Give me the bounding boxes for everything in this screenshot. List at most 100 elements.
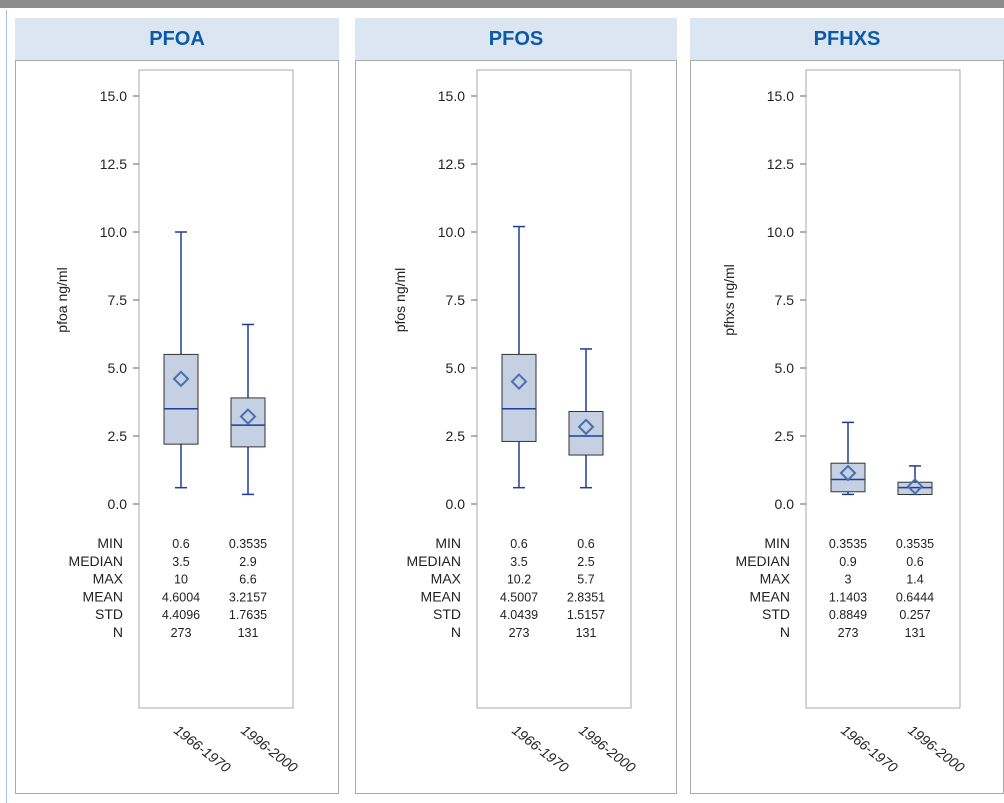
y-tick-label: 2.5 [446, 428, 466, 444]
y-tick-label: 0.0 [108, 496, 128, 512]
stats-value: 0.257 [899, 608, 930, 622]
stats-value: 1.7635 [229, 608, 267, 622]
iqr-box [830, 462, 866, 493]
y-tick-label: 12.5 [100, 156, 127, 172]
boxplot-pfoa: 0.0 2.5 5.0 7.5 10.0 12.5 15.0 pfoa ng/ml MIN 0.6… [54, 69, 301, 776]
x-tick-label: 1996-2000 [576, 722, 639, 776]
stats-value: 4.6004 [162, 590, 200, 604]
y-tick-label: 7.5 [108, 292, 128, 308]
stats-value: 2.5 [577, 555, 594, 569]
stats-value: 0.8849 [829, 608, 867, 622]
x-tick-label: 1966-1970 [509, 722, 572, 776]
stats-value: 0.6 [172, 537, 189, 551]
stats-value: 0.6 [906, 555, 923, 569]
window-top-bar [0, 0, 1004, 8]
mean-marker [510, 373, 528, 390]
y-tick-label: 5.0 [775, 360, 795, 376]
y-axis-label: pfoa ng/ml [54, 267, 70, 332]
y-tick-label: 0.0 [446, 496, 466, 512]
stats-row-label: STD [433, 606, 461, 622]
stats-value: 4.5007 [500, 590, 538, 604]
stats-row-label: MAX [431, 571, 462, 587]
stats-row-label: N [780, 624, 790, 640]
stats-row-label: N [113, 624, 123, 640]
y-tick-label: 5.0 [446, 360, 466, 376]
stats-value: 131 [905, 626, 926, 640]
stats-value: 1.4 [906, 573, 923, 587]
chart-frame [6, 10, 1003, 803]
stats-value: 4.0439 [500, 608, 538, 622]
plot-area [805, 69, 961, 709]
stats-value: 131 [576, 626, 597, 640]
y-tick-label: 10.0 [438, 224, 465, 240]
mean-marker [839, 464, 857, 482]
y-axis-label: pfos ng/ml [392, 268, 408, 333]
stats-value: 131 [238, 626, 259, 640]
stats-value: 10 [174, 573, 188, 587]
stats-row-label: MEDIAN [69, 553, 123, 569]
mean-marker [239, 408, 257, 425]
y-tick-label: 7.5 [775, 292, 795, 308]
mean-marker [906, 478, 924, 495]
x-tick-label: 1996-2000 [905, 722, 968, 776]
stats-value: 6.6 [239, 573, 256, 587]
stats-row-label: MIN [435, 535, 461, 551]
boxplot-pfos: 0.0 2.5 5.0 7.5 10.0 12.5 15.0 pfos ng/ml MIN 0.6… [392, 69, 639, 776]
stats-value: 3 [845, 573, 852, 587]
y-tick-label: 2.5 [108, 428, 128, 444]
stats-value: 10.2 [507, 573, 531, 587]
y-tick-label: 10.0 [767, 224, 794, 240]
stats-value: 4.4096 [162, 608, 200, 622]
stats-value: 273 [838, 626, 859, 640]
stats-row-label: MEAN [421, 588, 461, 604]
stats-value: 0.6 [577, 537, 594, 551]
panel-title: PFOS [355, 18, 677, 60]
stats-value: 5.7 [577, 573, 594, 587]
stats-value: 273 [171, 626, 192, 640]
mean-marker [577, 418, 595, 436]
stats-value: 0.6444 [896, 590, 934, 604]
stats-value: 0.6 [510, 537, 527, 551]
x-tick-label: 1966-1970 [171, 722, 234, 776]
stats-value: 1.1403 [829, 590, 867, 604]
x-tick-label: 1966-1970 [838, 722, 901, 776]
stats-value: 1.5157 [567, 608, 605, 622]
y-tick-label: 15.0 [767, 88, 794, 104]
stats-row-label: MAX [93, 571, 124, 587]
stats-value: 0.3535 [229, 537, 267, 551]
stats-row-label: MEAN [750, 588, 790, 604]
stats-value: 273 [509, 626, 530, 640]
y-tick-label: 12.5 [767, 156, 794, 172]
stats-value: 3.2157 [229, 590, 267, 604]
y-tick-label: 7.5 [446, 292, 466, 308]
iqr-box [501, 353, 537, 442]
stats-value: 0.9 [839, 555, 856, 569]
y-tick-label: 0.0 [775, 496, 795, 512]
y-tick-label: 15.0 [438, 88, 465, 104]
panel-border [15, 60, 339, 794]
stats-row-label: MAX [760, 571, 791, 587]
stats-row-label: MIN [97, 535, 123, 551]
y-tick-label: 12.5 [438, 156, 465, 172]
y-tick-label: 15.0 [100, 88, 127, 104]
stats-value: 2.9 [239, 555, 256, 569]
x-tick-label: 1996-2000 [238, 722, 301, 776]
plot-area [476, 69, 632, 709]
stats-row-label: MEDIAN [736, 553, 790, 569]
plot-area [138, 69, 294, 709]
stats-row-label: STD [762, 606, 790, 622]
panel-title: PFOA [15, 18, 339, 60]
stats-row-label: N [451, 624, 461, 640]
y-tick-label: 2.5 [775, 428, 795, 444]
panel-title: PFHXS [690, 18, 1004, 60]
stats-row-label: MEAN [83, 588, 123, 604]
y-tick-label: 10.0 [100, 224, 127, 240]
stats-value: 0.3535 [896, 537, 934, 551]
boxplot-pfhxs: 0.0 2.5 5.0 7.5 10.0 12.5 15.0 pfhxs ng/ml MIN 0.… [721, 69, 968, 776]
y-axis-label: pfhxs ng/ml [721, 264, 737, 336]
stats-row-label: MIN [764, 535, 790, 551]
stats-value: 0.3535 [829, 537, 867, 551]
stats-row-label: MEDIAN [407, 553, 461, 569]
stats-value: 3.5 [172, 555, 189, 569]
stats-value: 3.5 [510, 555, 527, 569]
